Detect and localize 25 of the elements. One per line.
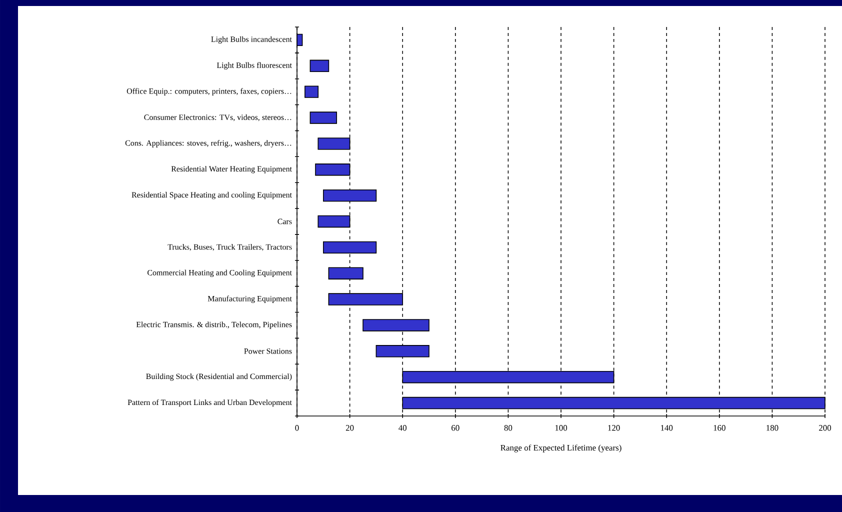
x-tick-label: 160 <box>714 425 726 431</box>
x-tick-label: 40 <box>398 425 407 431</box>
x-tick-label: 120 <box>608 425 620 431</box>
bar <box>402 370 614 384</box>
x-tick-label: 140 <box>661 425 673 431</box>
bar <box>323 241 377 254</box>
bar <box>310 60 330 72</box>
bar <box>328 267 364 280</box>
bar <box>304 86 319 98</box>
bar <box>318 215 350 228</box>
x-tick-label: 60 <box>452 425 460 431</box>
bar <box>310 112 338 124</box>
bar <box>323 189 377 202</box>
x-tick-label: 0 <box>295 425 299 431</box>
bar <box>376 345 430 358</box>
bar <box>362 319 430 332</box>
x-axis-title: Range of Expected Lifetime (years) <box>500 444 622 452</box>
x-tick-label: 80 <box>504 425 512 431</box>
bar <box>328 293 404 306</box>
x-tick-label: 200 <box>819 425 832 431</box>
x-tick-label: 180 <box>766 425 778 431</box>
x-tick-label: 20 <box>346 425 354 431</box>
x-tick-label: 100 <box>555 425 568 431</box>
bar <box>318 138 350 150</box>
bar <box>315 164 350 176</box>
